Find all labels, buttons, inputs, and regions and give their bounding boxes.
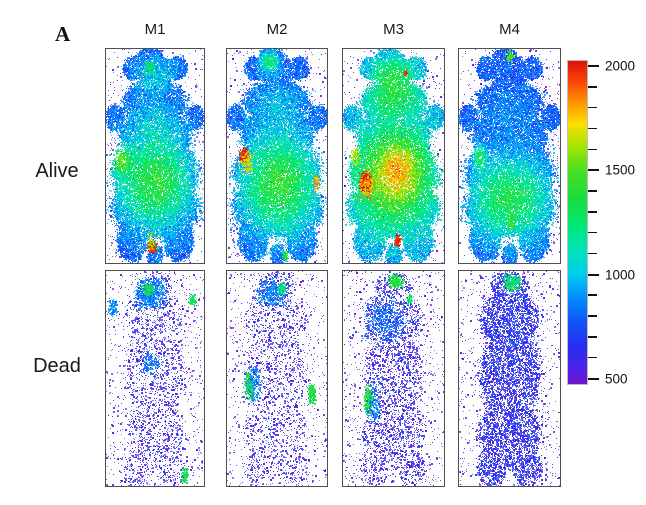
figure-label-a: A xyxy=(55,22,71,46)
colorbar-tick xyxy=(588,356,597,359)
colorbar-label-2000: 2000 xyxy=(605,58,636,74)
row-label-dead: Dead xyxy=(33,355,81,377)
colorbar-tick xyxy=(588,377,599,380)
mouse-image-dead-m3 xyxy=(343,271,444,486)
column-label-m2: M2 xyxy=(266,20,288,38)
colorbar-gradient xyxy=(567,60,588,385)
colorbar-tick xyxy=(588,315,597,317)
colorbar-tick xyxy=(588,65,599,68)
panel-dead-m4 xyxy=(458,270,561,487)
panel-alive-m2 xyxy=(226,48,328,264)
panel-dead-m2 xyxy=(226,270,328,487)
panel-alive-m3 xyxy=(342,48,445,264)
mouse-image-alive-m2 xyxy=(227,49,327,263)
row-label-alive: Alive xyxy=(35,160,79,182)
mouse-image-alive-m3 xyxy=(343,49,444,263)
column-label-m4: M4 xyxy=(499,20,520,38)
colorbar-tick xyxy=(588,127,597,130)
colorbar-tick xyxy=(588,169,599,172)
mouse-image-dead-m2 xyxy=(227,271,327,486)
mouse-image-dead-m4 xyxy=(459,271,560,486)
mouse-image-alive-m4 xyxy=(459,49,560,263)
colorbar-tick xyxy=(588,252,597,255)
colorbar-tick xyxy=(588,106,597,109)
colorbar-tick xyxy=(588,148,597,151)
panel-dead-m1 xyxy=(105,270,205,487)
mouse-image-alive-m1 xyxy=(106,49,204,263)
panel-dead-m3 xyxy=(342,270,445,487)
colorbar-tick xyxy=(588,294,597,296)
colorbar-label-1000: 1000 xyxy=(605,267,636,283)
column-label-m1: M1 xyxy=(144,20,166,38)
panel-alive-m4 xyxy=(458,48,561,264)
colorbar-label-500: 500 xyxy=(605,371,628,387)
colorbar-label-1500: 1500 xyxy=(605,162,636,178)
colorbar-tick xyxy=(588,190,597,192)
colorbar-tick xyxy=(588,273,599,276)
mouse-image-dead-m1 xyxy=(106,271,204,486)
panel-alive-m1 xyxy=(105,48,205,264)
colorbar: 2000 1500 1000 500 xyxy=(567,59,635,386)
colorbar-tick xyxy=(588,211,597,213)
colorbar-tick xyxy=(588,336,597,338)
colorbar-tick xyxy=(588,231,597,234)
column-label-m3: M3 xyxy=(383,20,404,38)
colorbar-tick xyxy=(588,86,597,88)
